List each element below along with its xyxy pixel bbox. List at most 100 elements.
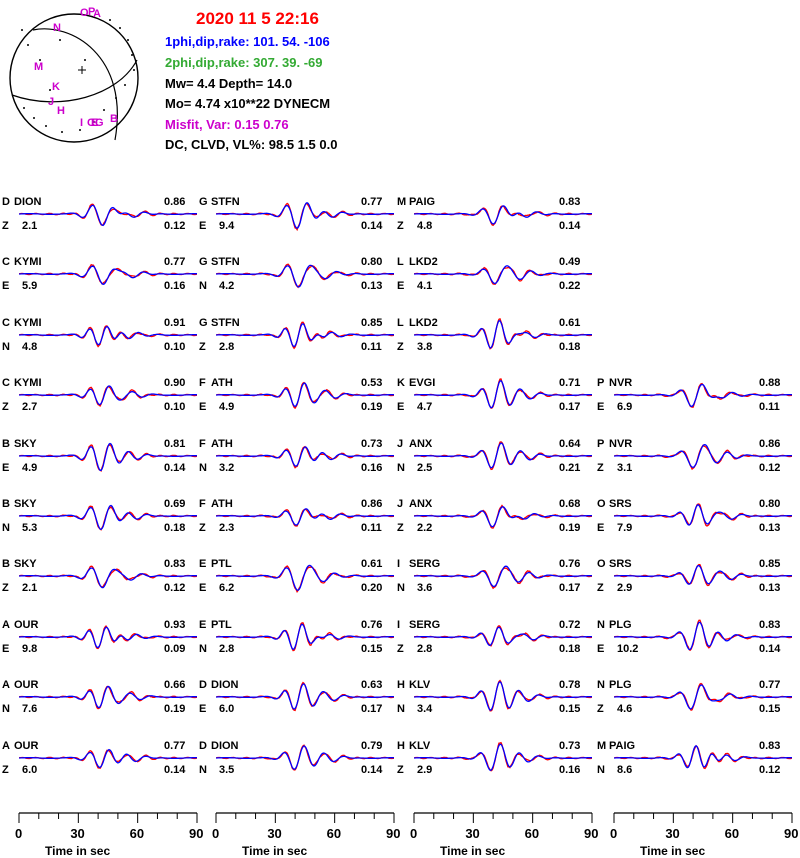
synthetic-waveform (19, 685, 197, 709)
waveform-panel: L LKD2 0.61 Z 3.8 0.18 (397, 317, 593, 361)
station-name: NVR (609, 437, 633, 450)
waveform-panel: D DION 0.86 Z 2.1 0.12 (2, 196, 198, 240)
amplitude-value: 0.15 (759, 703, 781, 716)
observed-waveform (614, 444, 792, 470)
amplitude-value: 0.09 (164, 642, 186, 655)
component-label: N (199, 461, 207, 474)
waveform-plot (19, 442, 197, 472)
beachball-label-b: B (110, 113, 118, 125)
synthetic-waveform (216, 382, 394, 408)
station-name: SERG (409, 618, 441, 631)
correlation-value: 0.83 (164, 558, 186, 571)
waveform-plot (216, 565, 394, 594)
component-label: Z (597, 703, 604, 716)
waveform-panel: M PAIG 0.83 Z 4.8 0.14 (397, 196, 593, 240)
waveform-plot (614, 383, 792, 409)
beachball-label-g: G (95, 117, 104, 129)
distance-value: 6.2 (219, 582, 235, 595)
synthetic-waveform (614, 744, 792, 768)
amplitude-value: 0.16 (361, 461, 383, 474)
nodal-plane-2 (11, 59, 138, 103)
tick-label: 30 (665, 826, 680, 841)
amplitude-value: 0.18 (559, 642, 581, 655)
waveform-panel: O SRS 0.80 E 7.9 0.13 (597, 498, 793, 542)
amplitude-value: 0.17 (361, 703, 383, 716)
waveform-plot (216, 202, 394, 232)
waveform-panel: B SKY 0.69 N 5.3 0.18 (2, 498, 198, 542)
station-name: PAIG (609, 739, 636, 752)
tick-label: 60 (524, 826, 540, 841)
observed-waveform (216, 445, 394, 469)
tick-label: 30 (267, 826, 282, 841)
component-label: E (397, 280, 405, 293)
synthetic-waveform (216, 202, 394, 229)
component-label: N (199, 763, 207, 776)
tick-label: 0 (410, 826, 418, 841)
amplitude-value: 0.18 (559, 340, 581, 353)
distance-value: 5.9 (22, 280, 38, 293)
correlation-value: 0.73 (361, 437, 383, 450)
amplitude-value: 0.14 (361, 220, 383, 232)
distance-value: 3.8 (417, 340, 433, 353)
distance-value: 4.1 (417, 280, 433, 293)
component-label: Z (199, 522, 206, 534)
component-label: E (199, 703, 207, 716)
amplitude-value: 0.19 (559, 522, 581, 534)
station-name: PAIG (409, 196, 436, 208)
station-code: G (199, 196, 208, 208)
station-name: SRS (609, 498, 632, 510)
time-axis-label: Time in sec (440, 844, 506, 858)
distance-value: 2.8 (219, 642, 235, 655)
waveform-plot (614, 619, 792, 651)
component-label: E (2, 280, 10, 293)
correlation-value: 0.76 (559, 558, 581, 571)
amplitude-value: 0.16 (164, 280, 186, 293)
correlation-value: 0.77 (759, 679, 781, 692)
waveform-panel: B SKY 0.83 Z 2.1 0.12 (2, 558, 198, 602)
amplitude-value: 0.19 (164, 703, 186, 716)
component-label: Z (397, 522, 404, 534)
distance-value: 2.5 (417, 461, 433, 474)
waveform-panel: D DION 0.79 N 3.5 0.14 (199, 740, 395, 784)
waveform-plot (216, 263, 394, 289)
waveform-plot (216, 621, 394, 652)
distance-value: 2.8 (219, 340, 235, 353)
station-code: O (597, 558, 606, 571)
amplitude-value: 0.18 (164, 522, 186, 534)
observed-waveform (216, 202, 394, 232)
station-name: NVR (609, 377, 633, 390)
correlation-value: 0.78 (559, 679, 581, 692)
distance-value: 2.7 (22, 401, 38, 414)
station-name: LKD2 (409, 316, 438, 329)
distance-value: 9.4 (219, 220, 235, 232)
amplitude-value: 0.17 (559, 582, 581, 595)
synthetic-waveform (414, 626, 592, 646)
component-label: N (199, 280, 207, 293)
waveform-plot (414, 741, 592, 772)
component-label: Z (2, 401, 9, 414)
waveform-panel: G STFN 0.80 N 4.2 0.13 (199, 256, 395, 300)
amplitude-value: 0.13 (361, 280, 383, 293)
waveform-plot (19, 504, 197, 531)
correlation-value: 0.86 (361, 498, 383, 510)
correlation-value: 0.81 (164, 437, 186, 450)
component-label: E (2, 642, 10, 655)
amplitude-value: 0.20 (361, 582, 383, 595)
synthetic-waveform (414, 565, 592, 588)
amplitude-value: 0.15 (361, 642, 383, 655)
station-name: DION (14, 196, 42, 208)
correlation-value: 0.80 (361, 256, 383, 269)
component-label: E (397, 401, 405, 414)
waveform-panel: F ATH 0.73 N 3.2 0.16 (199, 438, 395, 482)
beachball-label-m: M (34, 61, 43, 73)
observed-waveform (414, 567, 592, 590)
station-name: DION (211, 739, 239, 752)
synthetic-waveform (19, 204, 197, 227)
station-code: N (597, 618, 605, 631)
distance-value: 3.4 (417, 703, 433, 716)
distance-value: 8.6 (617, 763, 633, 776)
amplitude-value: 0.14 (361, 763, 383, 776)
distance-value: 2.2 (417, 522, 433, 534)
station-name: PTL (211, 618, 232, 631)
observed-waveform (414, 317, 592, 350)
